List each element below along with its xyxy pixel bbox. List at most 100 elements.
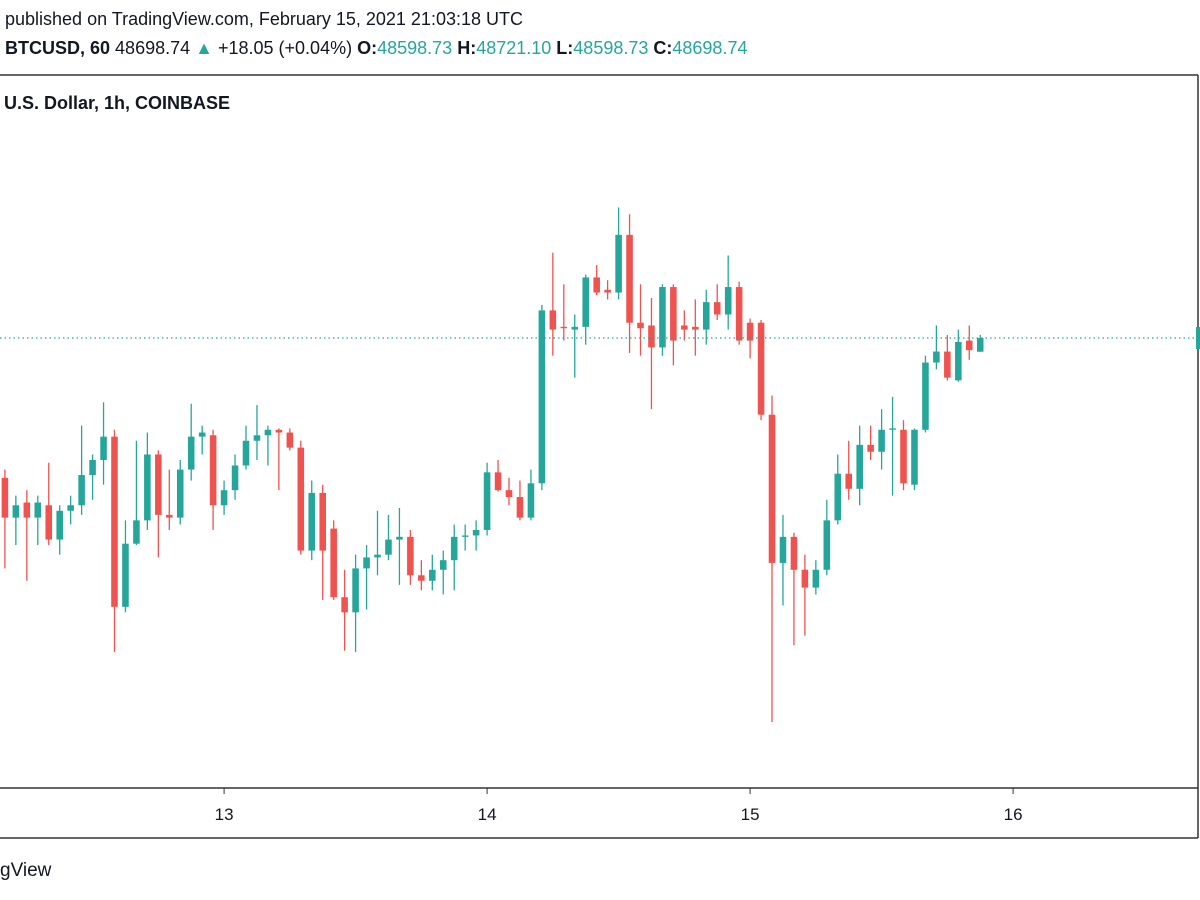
ohlc-value: 48598.73 xyxy=(573,38,649,58)
candle-body xyxy=(976,338,984,352)
candle-body xyxy=(483,472,491,530)
candle-body xyxy=(253,435,261,441)
candle-body xyxy=(681,325,688,330)
candle-body xyxy=(626,234,633,323)
candle-body xyxy=(264,429,272,436)
ohlc-label: O: xyxy=(357,38,378,58)
candle-body xyxy=(122,543,129,607)
candle-body xyxy=(768,414,776,563)
candle-body xyxy=(944,351,951,378)
candle-body xyxy=(582,277,590,327)
candle-body xyxy=(845,473,853,489)
candle-body xyxy=(911,429,918,485)
candle-body xyxy=(319,492,326,551)
candle-body xyxy=(900,429,907,484)
candle-body xyxy=(144,454,151,521)
candle-body xyxy=(242,440,250,466)
candle-body xyxy=(461,535,469,537)
candle-body xyxy=(352,568,359,613)
x-tick-label: 15 xyxy=(741,805,760,824)
candle-body xyxy=(955,341,962,381)
candle-body xyxy=(571,326,579,330)
candle-body xyxy=(472,529,480,536)
candle-body xyxy=(133,520,140,544)
candle-body xyxy=(1,477,9,518)
candle-body xyxy=(78,475,85,506)
candle-body xyxy=(724,287,732,315)
ohlc-value: 48721.10 xyxy=(476,38,552,58)
footer-brand: gView xyxy=(0,860,52,881)
last-price-tag xyxy=(1196,327,1200,350)
candle-body xyxy=(538,310,546,484)
ohlc-label: L: xyxy=(556,38,574,58)
candle-body xyxy=(615,234,622,293)
ohlc-value: 48698.74 xyxy=(672,38,748,58)
ohlc-label: H: xyxy=(457,38,477,58)
candle-body xyxy=(790,536,798,570)
candle-body xyxy=(187,436,195,470)
candle-body xyxy=(407,536,414,576)
candle-body xyxy=(166,514,173,518)
symbol: BTCUSD, 60 xyxy=(5,38,111,58)
candle-body xyxy=(12,505,20,518)
candle-body xyxy=(604,289,611,293)
candle-body xyxy=(670,287,677,341)
ohlc-label: C: xyxy=(653,38,673,58)
candle-body xyxy=(220,490,228,506)
x-tick-label: 13 xyxy=(215,805,234,824)
candle-body xyxy=(155,454,162,515)
candle-body xyxy=(45,505,53,540)
candle-body xyxy=(801,569,809,588)
candle-body xyxy=(692,326,699,330)
candle-body xyxy=(549,310,557,330)
x-tick-label: 16 xyxy=(1004,805,1023,824)
candle-body xyxy=(637,322,644,329)
ohlc-value: 48598.73 xyxy=(377,38,453,58)
candle-body xyxy=(494,472,502,491)
candle-body xyxy=(648,325,655,348)
candle-body xyxy=(330,528,337,598)
candle-body xyxy=(746,322,754,341)
candle-body xyxy=(385,539,392,555)
candle-body xyxy=(396,536,403,540)
candle-body xyxy=(593,277,600,293)
candle-body xyxy=(341,597,348,613)
candle-body xyxy=(856,444,863,489)
candle-body xyxy=(231,465,239,491)
candle-body xyxy=(812,569,820,588)
candle-body xyxy=(67,505,74,511)
x-tick-label: 14 xyxy=(478,805,497,824)
candle-body xyxy=(779,536,787,563)
published-line: published on TradingView.com, February 1… xyxy=(5,9,523,29)
candle-body xyxy=(834,473,842,521)
candle-body xyxy=(286,432,294,448)
up-arrow: ▲ xyxy=(195,38,213,58)
candle-body xyxy=(965,340,973,351)
candle-body xyxy=(363,557,370,569)
candle-body xyxy=(209,435,217,506)
candle-body xyxy=(34,502,42,518)
candle-body xyxy=(176,469,184,518)
symbol-line: BTCUSD, 60 48698.74 ▲ +18.05 (+0.04%) O:… xyxy=(5,38,747,59)
candle-body xyxy=(374,554,381,558)
candle-body xyxy=(713,302,721,315)
candle-body xyxy=(823,520,831,570)
candle-body xyxy=(429,569,436,581)
candle-body xyxy=(275,429,283,433)
candle-body xyxy=(560,326,568,329)
change: +18.05 (+0.04%) xyxy=(217,38,353,58)
candle-body xyxy=(111,436,118,607)
chart-legend-title: U.S. Dollar, 1h, COINBASE xyxy=(4,93,230,113)
candle-body xyxy=(659,287,666,348)
candle-body xyxy=(889,428,896,430)
last-price: 48698.74 xyxy=(115,38,191,58)
candle-body xyxy=(308,492,316,551)
candle-body xyxy=(198,432,206,437)
candle-body xyxy=(735,287,743,341)
candle-body xyxy=(933,351,940,363)
candle-body xyxy=(505,490,513,498)
candle-body xyxy=(439,560,447,570)
candle-body xyxy=(527,483,535,518)
